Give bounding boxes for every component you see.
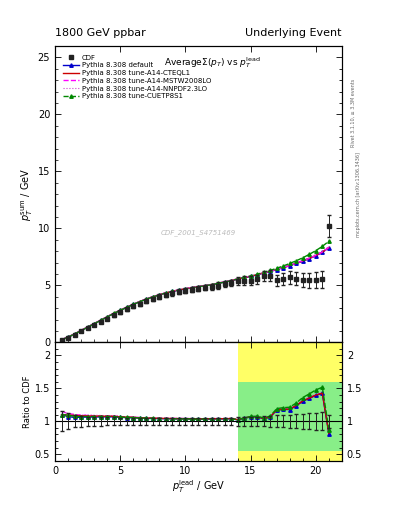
Bar	[238, 382, 342, 451]
Y-axis label: $p_T^{\rm sum}$ / GeV: $p_T^{\rm sum}$ / GeV	[20, 167, 35, 221]
Bar	[238, 343, 342, 461]
X-axis label: $p_T^{\rm lead}$ / GeV: $p_T^{\rm lead}$ / GeV	[172, 478, 225, 495]
Text: Underlying Event: Underlying Event	[245, 28, 342, 38]
Text: mcplots.cern.ch [arXiv:1306.3436]: mcplots.cern.ch [arXiv:1306.3436]	[356, 152, 361, 237]
Text: 1800 GeV ppbar: 1800 GeV ppbar	[55, 28, 146, 38]
Y-axis label: Ratio to CDF: Ratio to CDF	[23, 375, 32, 428]
Legend: CDF, Pythia 8.308 default, Pythia 8.308 tune-A14-CTEQL1, Pythia 8.308 tune-A14-M: CDF, Pythia 8.308 default, Pythia 8.308 …	[61, 52, 214, 102]
Text: CDF_2001_S4751469: CDF_2001_S4751469	[161, 229, 236, 236]
Text: Average$\Sigma(p_T)$ vs $p_T^{\rm lead}$: Average$\Sigma(p_T)$ vs $p_T^{\rm lead}$	[164, 55, 261, 70]
Text: Rivet 3.1.10, ≥ 3.3M events: Rivet 3.1.10, ≥ 3.3M events	[351, 78, 356, 147]
